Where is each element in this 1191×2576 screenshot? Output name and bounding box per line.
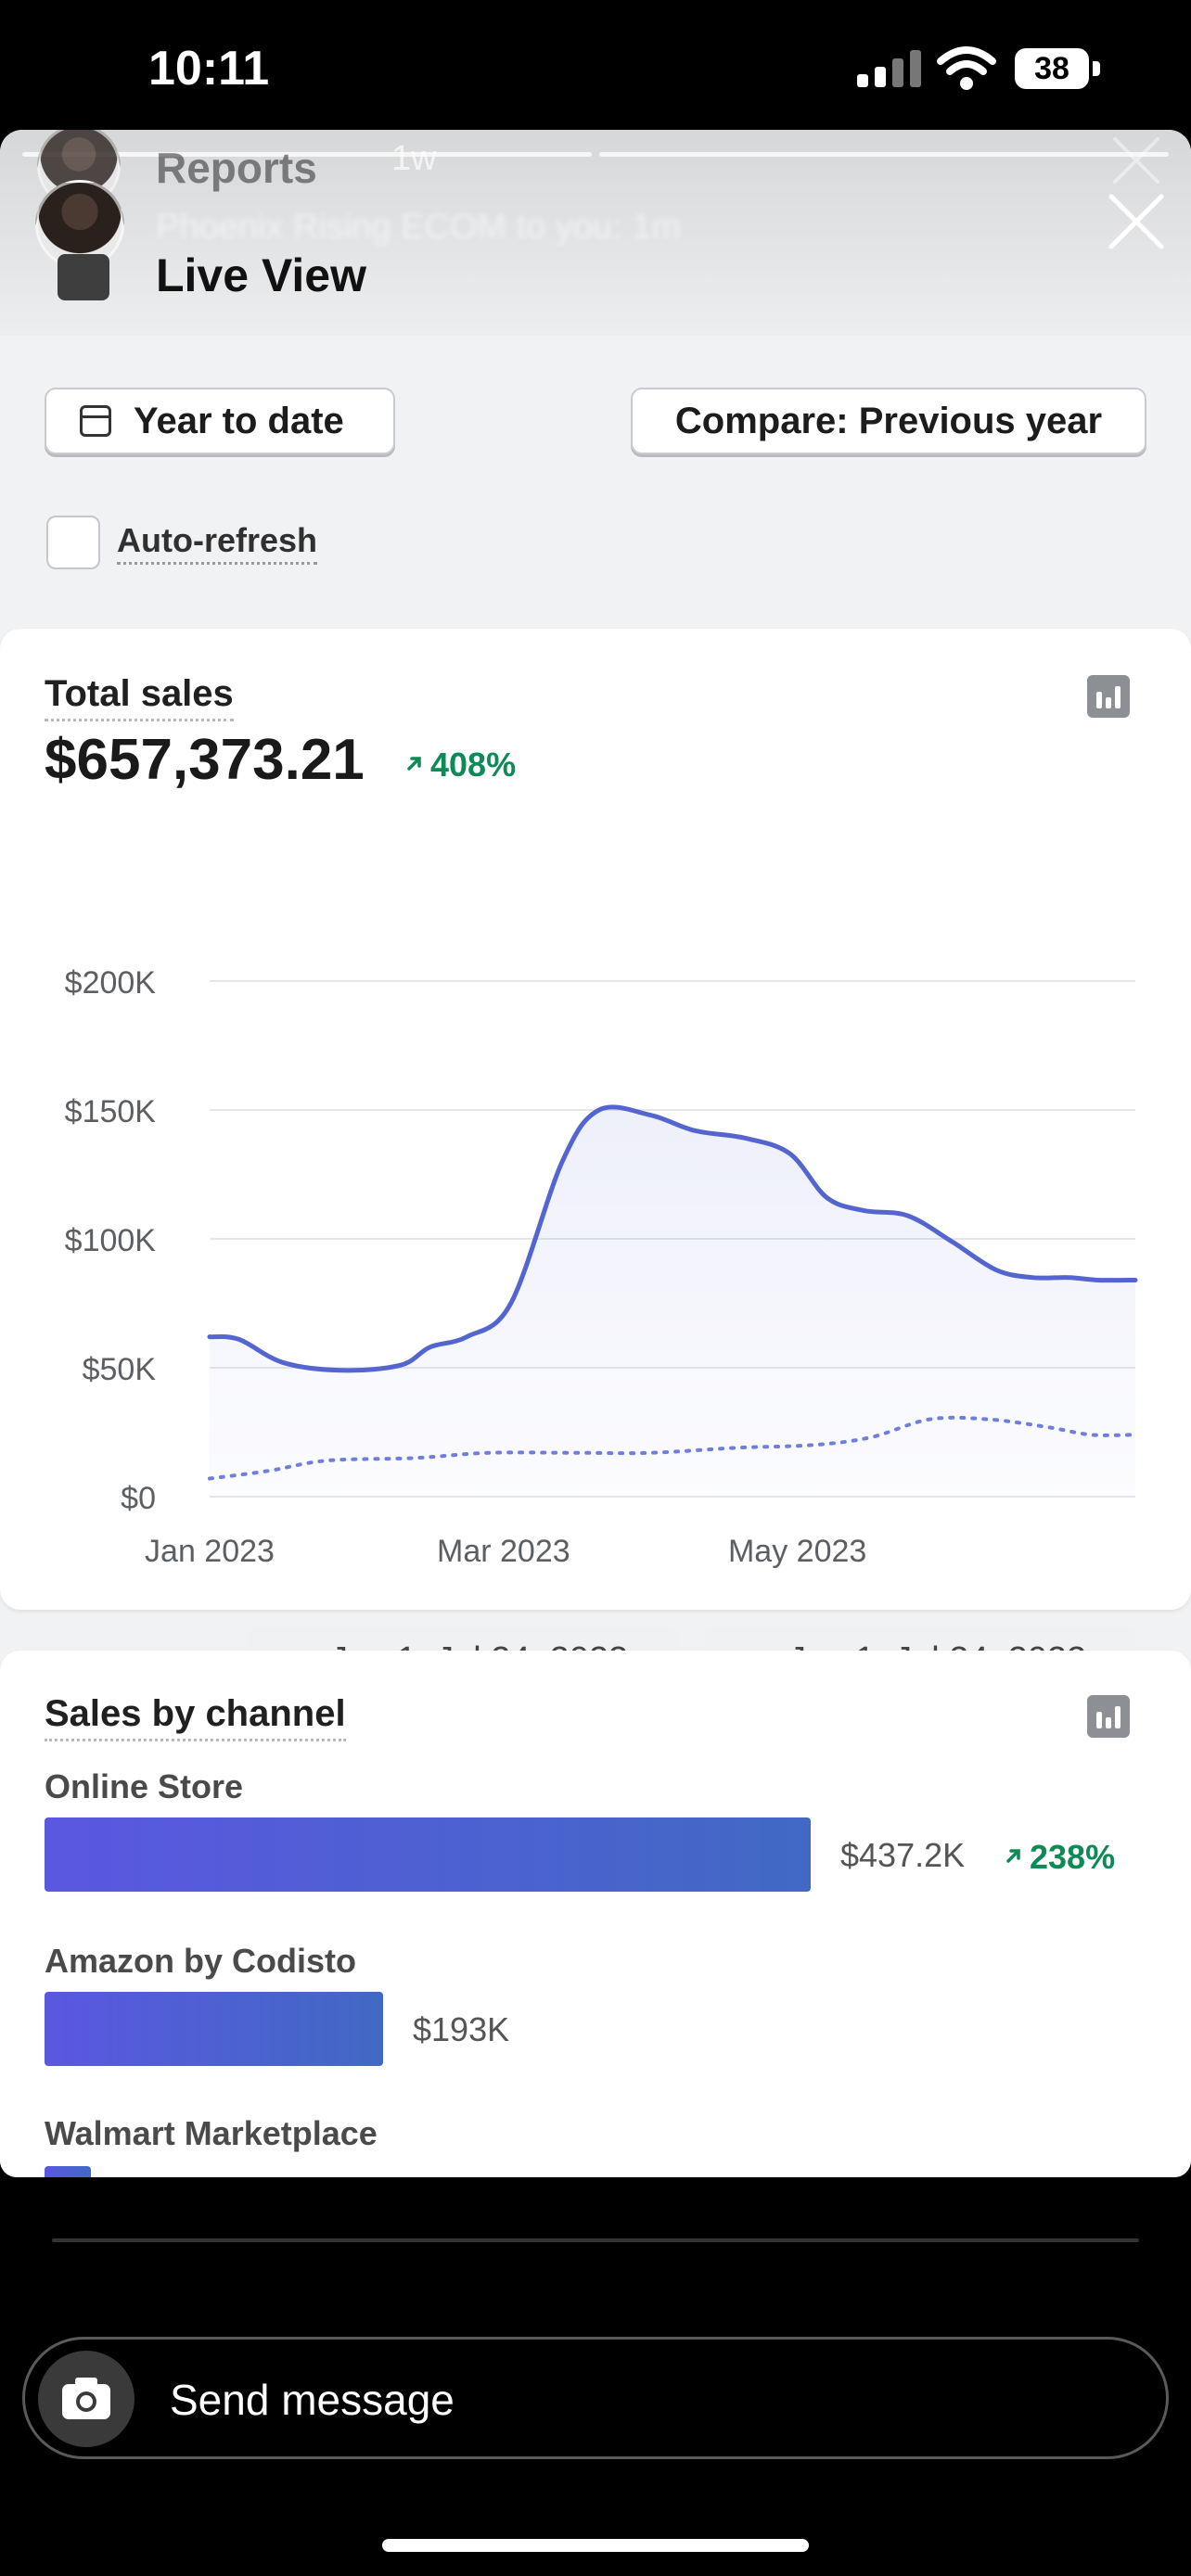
- total-sales-value: $657,373.21: [45, 728, 365, 792]
- y-tick-label: $150K: [65, 1094, 157, 1129]
- message-input[interactable]: Send message: [22, 2337, 1169, 2459]
- status-bar: 10:11 38: [0, 0, 1191, 130]
- previous-story-time: 1w: [391, 139, 437, 178]
- y-tick-label: $50K: [83, 1352, 157, 1387]
- trend-up-icon: [1006, 1849, 1020, 1863]
- auto-refresh-checkbox[interactable]: [46, 516, 100, 569]
- cellular-signal-icon: [857, 50, 921, 87]
- total-sales-change: 408%: [430, 746, 517, 784]
- trend-up-icon: [407, 757, 421, 771]
- channel-label: Online Store: [45, 1767, 244, 1805]
- sales-by-channel-card: Sales by channel Online Store $437.2K 23…: [0, 1651, 1191, 2177]
- battery-level: 38: [1015, 48, 1089, 89]
- status-time: 10:11: [148, 42, 270, 96]
- compare-label: Compare: Previous year: [674, 400, 1103, 441]
- story-progress-segment: [22, 152, 592, 157]
- channel-change: 238%: [1030, 1838, 1116, 1876]
- camera-button[interactable]: [38, 2351, 134, 2447]
- y-tick-label: $200K: [65, 965, 157, 1001]
- channel-label: Walmart Marketplace: [45, 2114, 378, 2152]
- x-tick-label: Mar 2023: [437, 1534, 570, 1569]
- y-tick-label: $0: [121, 1481, 156, 1516]
- total-sales-card: Total sales $657,373.21 408% $0 $50K $100K…: [0, 629, 1191, 1693]
- sales-by-channel-title[interactable]: Sales by channel: [45, 1693, 346, 1741]
- story-viewer[interactable]: Reports 1w Phoenix Rising ECOM to you: 1…: [0, 130, 1191, 2177]
- previous-story-subtitle: Phoenix Rising ECOM to you: 1m: [156, 208, 682, 247]
- date-range-label: Year to date: [134, 400, 344, 441]
- channel-label: Amazon by Codisto: [45, 1942, 357, 1980]
- calendar-icon: [80, 405, 111, 437]
- home-indicator[interactable]: [382, 2539, 809, 2552]
- series-line-2022: [208, 1415, 1137, 1481]
- bar-chart-icon[interactable]: [1087, 675, 1130, 718]
- x-tick-label: Jan 2023: [145, 1534, 275, 1569]
- story-preview-edge: [52, 2238, 1139, 2242]
- sales-line-chart: $0 $50K $100K $150K $200K Jan 2023 Mar 2023 May…: [65, 965, 1138, 1569]
- close-icon: [1113, 137, 1159, 184]
- date-range-button[interactable]: Year to date: [45, 388, 395, 454]
- channel-bar-amazon[interactable]: [45, 1992, 383, 2066]
- series-line-2023: [207, 1104, 1138, 1373]
- store-icon: [58, 254, 109, 300]
- story-progress-segment: [599, 152, 1169, 157]
- camera-icon: [62, 2378, 110, 2419]
- previous-story-title: Reports: [156, 144, 317, 192]
- channel-value: $437.2K: [840, 1836, 966, 1874]
- y-tick-label: $100K: [65, 1223, 157, 1258]
- compare-button[interactable]: Compare: Previous year: [631, 388, 1146, 454]
- close-icon[interactable]: [1106, 191, 1167, 252]
- bar-chart-icon[interactable]: [1087, 1695, 1130, 1738]
- channel-value: $193K: [413, 2010, 510, 2048]
- story-header: Reports 1w Phoenix Rising ECOM to you: 1…: [0, 130, 1191, 336]
- total-sales-title[interactable]: Total sales: [45, 673, 234, 721]
- message-placeholder: Send message: [170, 2376, 455, 2424]
- battery-icon: 38: [1015, 48, 1100, 89]
- wifi-icon: [937, 46, 996, 90]
- page-title: Live View: [156, 249, 366, 301]
- x-tick-label: May 2023: [728, 1534, 866, 1569]
- channel-bar-online-store[interactable]: [45, 1817, 811, 1892]
- auto-refresh-label: Auto-refresh: [117, 521, 318, 565]
- channel-bar-walmart[interactable]: [45, 2166, 91, 2177]
- area-fill: [210, 1106, 1135, 1497]
